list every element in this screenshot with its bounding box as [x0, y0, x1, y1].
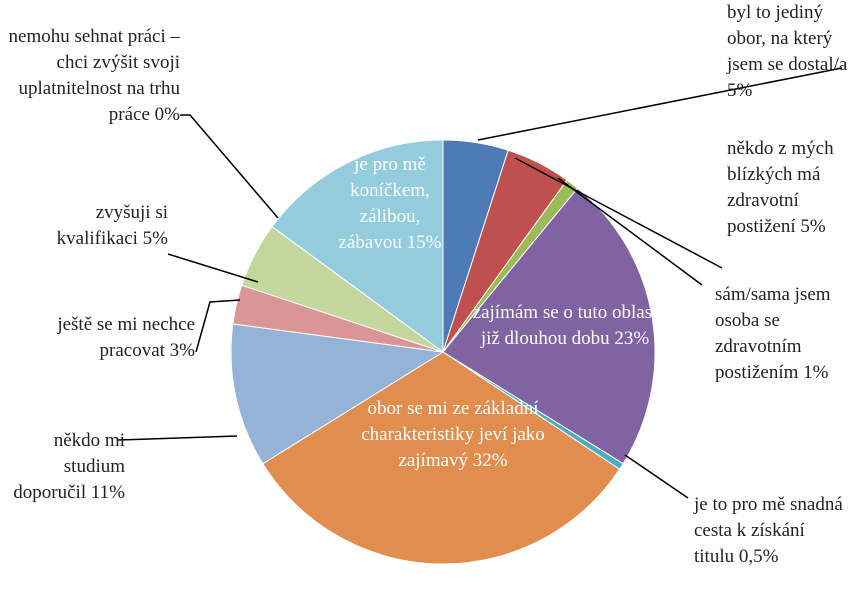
value-label: 3%	[169, 340, 195, 361]
slice-label: sám/sama jsem osoba se zdravotním postiž…	[715, 282, 865, 386]
pie-slice	[262, 351, 621, 565]
slice-label: byl to jediný obor, na který jsem se dos…	[727, 0, 857, 104]
slice-label: někdo mi studium doporučil 11%	[5, 428, 125, 506]
value-label: 0,5%	[738, 546, 779, 567]
slice-label: zvyšuji si kvalifikaci 5%	[50, 200, 168, 252]
leader-line	[624, 454, 689, 499]
leader-line	[477, 67, 843, 141]
value-label: 11%	[90, 482, 125, 503]
slice-label: ještě se mi nechce pracovat 3%	[55, 312, 195, 364]
slice-label: obor se mi ze základní charakteristiky j…	[358, 396, 548, 474]
category-label: nemohu sehnat práci – chci zvýšit svoji …	[8, 26, 180, 125]
category-label: je pro mě koníčkem, zálibou, zábavou	[338, 154, 430, 253]
category-label: zajímám se o tuto oblast již dlouhou dob…	[472, 302, 658, 349]
category-label: ještě se mi nechce pracovat	[57, 314, 195, 361]
pie-slice	[230, 323, 445, 465]
leader-line	[180, 114, 279, 219]
slice-label: je pro mě koníčkem, zálibou, zábavou 15%	[330, 152, 450, 256]
pie-slice	[271, 139, 444, 353]
slice-label: je to pro mě snadná cesta k získání titu…	[694, 492, 844, 570]
category-label: zvyšuji si kvalifikaci	[56, 202, 168, 249]
category-label: byl to jediný obor, na který jsem se dos…	[727, 2, 848, 75]
category-label: někdo z mých blízkých má zdravotní posti…	[727, 138, 834, 237]
value-label: 5%	[142, 228, 168, 249]
value-label: 0%	[154, 104, 180, 125]
value-label: 23%	[614, 328, 650, 349]
slice-label: někdo z mých blízkých má zdravotní posti…	[727, 136, 862, 240]
category-label: je to pro mě snadná cesta k získání titu…	[694, 494, 843, 567]
leader-line	[167, 253, 259, 283]
leader-line	[195, 299, 241, 353]
value-label: 5%	[727, 80, 753, 101]
category-label: sám/sama jsem osoba se zdravotním postiž…	[715, 284, 831, 383]
slice-label: nemohu sehnat práci – chci zvýšit svoji …	[0, 24, 180, 128]
value-label: 32%	[472, 450, 508, 471]
leader-line	[557, 177, 703, 286]
category-label: obor se mi ze základní charakteristiky j…	[361, 398, 545, 471]
value-label: 1%	[803, 362, 829, 383]
value-label: 15%	[406, 232, 442, 253]
category-label: někdo mi studium doporučil	[13, 430, 125, 503]
pie-slice	[442, 187, 656, 465]
leader-line	[514, 157, 723, 269]
slice-label: zajímám se o tuto oblast již dlouhou dob…	[470, 300, 660, 352]
value-label: 5%	[800, 216, 826, 237]
leader-line	[117, 435, 238, 441]
